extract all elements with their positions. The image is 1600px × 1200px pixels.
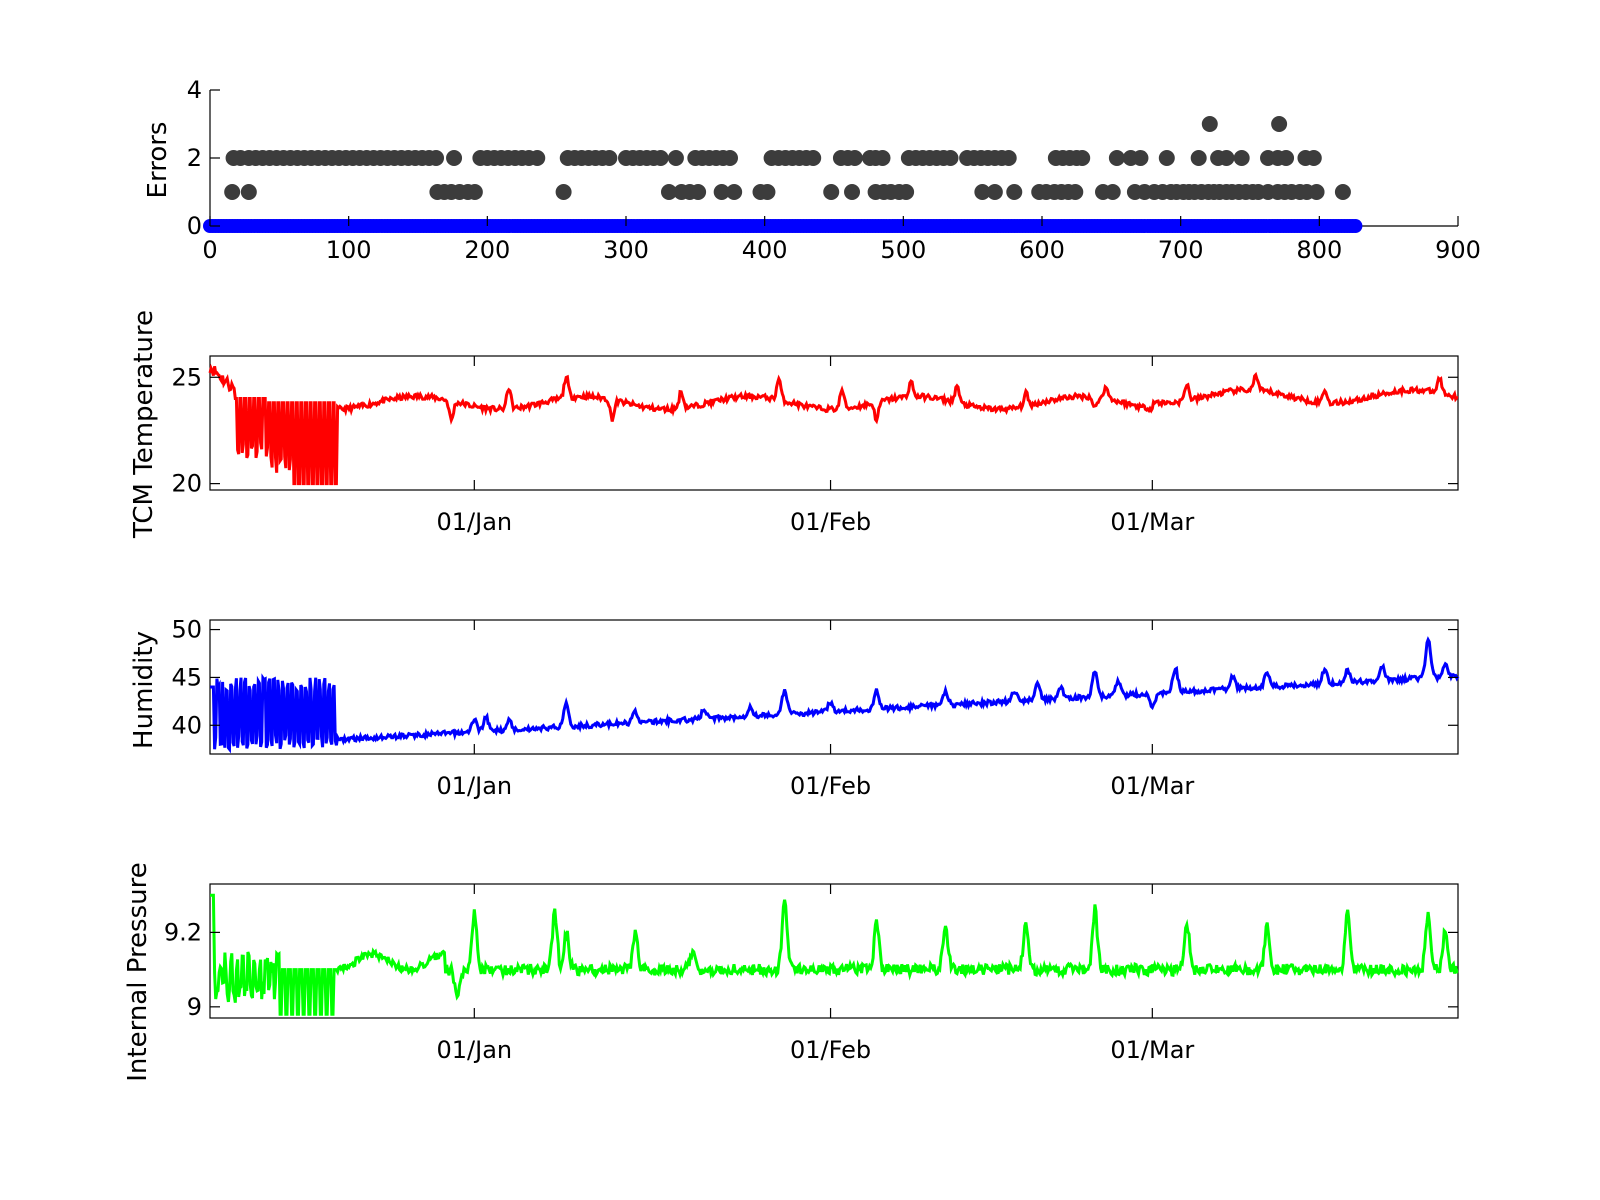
error-point (1132, 150, 1149, 166)
x-tick-label: 700 (1158, 236, 1204, 264)
error-point (555, 184, 572, 200)
error-point (1000, 150, 1017, 166)
errors-y-label: Errors (143, 122, 173, 199)
x-tick-label: 01/Jan (436, 1036, 512, 1064)
error-point (1201, 116, 1218, 132)
error-point (846, 150, 863, 166)
error-point (1278, 150, 1295, 166)
error-point (690, 184, 707, 200)
humidity-series-line (210, 636, 1460, 754)
error-point (224, 184, 241, 200)
y-tick-label: 9 (187, 993, 202, 1021)
y-tick-label: 2 (187, 144, 202, 172)
error-point (660, 184, 677, 200)
error-point (974, 184, 991, 200)
errors-y-ticks: 0 2 4 (187, 76, 220, 240)
error-point (844, 184, 861, 200)
x-tick-label: 01/Feb (790, 772, 871, 800)
x-tick-label: 600 (1019, 236, 1065, 264)
error-point (1233, 150, 1250, 166)
error-point (1158, 150, 1175, 166)
error-point (601, 150, 618, 166)
pressure-series-line (210, 893, 1459, 1016)
y-tick-label: 4 (187, 76, 202, 104)
y-tick-label: 20 (171, 470, 202, 498)
x-tick-label: 100 (326, 236, 372, 264)
error-point (240, 184, 257, 200)
temperature-panel: 01/Jan 01/Feb 01/Mar 20 25 TCM Temperature (129, 310, 1459, 539)
humidity-panel: 01/Jan 01/Feb 01/Mar 40 45 50 Humidity (129, 616, 1460, 800)
y-tick-label: 40 (171, 711, 202, 739)
pressure-ticks: 01/Jan 01/Feb 01/Mar 9 9.2 (164, 884, 1458, 1064)
error-point (1305, 150, 1322, 166)
x-tick-label: 0 (202, 236, 217, 264)
errors-x-ticks: 0 100 200 300 400 500 600 700 800 900 (202, 216, 1481, 264)
error-point (1074, 150, 1091, 166)
x-tick-label: 800 (1296, 236, 1342, 264)
y-tick-label: 45 (171, 663, 202, 691)
x-tick-label: 200 (464, 236, 510, 264)
pressure-plot-frame (209, 883, 1459, 1019)
error-point (1108, 150, 1125, 166)
error-point (1308, 184, 1325, 200)
error-point (529, 150, 546, 166)
errors-panel: 0 100 200 300 400 500 600 700 800 900 0 2 4 Errors (143, 76, 1481, 264)
temperature-series-line (208, 363, 1459, 486)
x-tick-label: 01/Jan (436, 772, 512, 800)
error-point (652, 150, 669, 166)
x-tick-label: 01/Mar (1110, 772, 1194, 800)
humidity-plot-frame (209, 619, 1459, 755)
error-point (898, 184, 915, 200)
y-tick-label: 50 (171, 616, 202, 644)
error-point (726, 184, 743, 200)
x-tick-label: 300 (603, 236, 649, 264)
temperature-plot-frame (209, 355, 1459, 491)
error-point (1104, 184, 1121, 200)
pressure-panel: 01/Jan 01/Feb 01/Mar 9 9.2 Internal Pressure (123, 862, 1459, 1082)
x-tick-label: 500 (880, 236, 926, 264)
x-tick-label: 01/Feb (790, 508, 871, 536)
error-point (713, 184, 730, 200)
error-point (986, 184, 1003, 200)
y-tick-label: 0 (187, 212, 202, 240)
temperature-y-label: TCM Temperature (129, 310, 159, 539)
x-tick-label: 01/Jan (436, 508, 512, 536)
x-tick-label: 400 (742, 236, 788, 264)
error-point (446, 150, 463, 166)
y-tick-label: 9.2 (164, 918, 202, 946)
error-point (942, 150, 959, 166)
error-point (823, 184, 840, 200)
error-point (428, 150, 445, 166)
x-tick-label: 01/Mar (1110, 1036, 1194, 1064)
zero-point (1348, 219, 1363, 233)
error-point (667, 150, 684, 166)
error-point (805, 150, 822, 166)
error-point (1218, 150, 1235, 166)
pressure-y-label: Internal Pressure (123, 862, 153, 1082)
error-point (1334, 184, 1351, 200)
error-point (1190, 150, 1207, 166)
x-tick-label: 01/Feb (790, 1036, 871, 1064)
error-point (874, 150, 891, 166)
humidity-ticks: 01/Jan 01/Feb 01/Mar 40 45 50 (171, 616, 1458, 800)
x-tick-label: 01/Mar (1110, 508, 1194, 536)
errors-points (203, 116, 1363, 233)
error-point (1006, 184, 1023, 200)
temperature-ticks: 01/Jan 01/Feb 01/Mar 20 25 (171, 356, 1458, 536)
error-point (722, 150, 738, 166)
error-point (1067, 184, 1084, 200)
error-point (759, 184, 776, 200)
x-tick-label: 900 (1435, 236, 1481, 264)
humidity-y-label: Humidity (129, 631, 159, 749)
error-point (1271, 116, 1288, 132)
y-tick-label: 25 (171, 363, 202, 391)
error-point (466, 184, 483, 200)
